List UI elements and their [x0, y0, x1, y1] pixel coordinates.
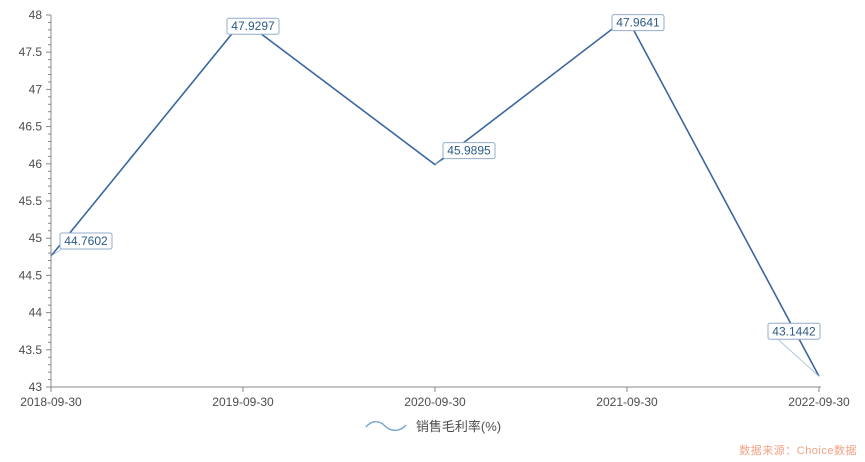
- y-axis-tick-label: 47: [29, 82, 43, 96]
- y-axis-tick-label: 45: [29, 231, 43, 245]
- y-axis-tick-label: 44.5: [19, 268, 43, 282]
- y-axis-tick-label: 46: [29, 157, 43, 171]
- y-axis-tick-label: 44: [29, 306, 43, 320]
- y-axis-tick-label: 45.5: [19, 194, 43, 208]
- point-label-value: 47.9641: [616, 16, 660, 30]
- point-label-leader: [777, 338, 820, 377]
- x-axis-tick-label: 2020-09-30: [404, 395, 466, 409]
- y-axis-tick-label: 43.5: [19, 343, 43, 357]
- y-axis-tick-label: 43: [29, 380, 43, 394]
- x-axis: 2018-09-30 2019-09-30 2020-09-30 2021-09-30…: [20, 386, 850, 409]
- point-labels-group: 44.7602 47.9297 45.9895 47.9641 43.1442: [50, 14, 821, 377]
- x-axis-tick-label: 2021-09-30: [596, 395, 658, 409]
- point-label-box: [611, 14, 665, 32]
- y-axis-tick-label: 48: [29, 8, 43, 22]
- y-axis-tick-label: 47.5: [19, 45, 43, 59]
- point-label-box: [442, 142, 496, 160]
- x-axis-tick-label: 2022-09-30: [788, 395, 850, 409]
- point-label-value: 44.7602: [64, 234, 108, 248]
- point-label-box: [767, 322, 821, 340]
- y-axis-tick-label: 46.5: [19, 120, 43, 134]
- point-label-leader: [50, 248, 63, 257]
- y-axis: 43 43.5 44 44.5 45 45.5 46 46.5 47 47.5 48: [19, 8, 52, 394]
- point-label-value: 45.9895: [447, 144, 491, 158]
- point-label-leader: [434, 158, 446, 165]
- point-label-value: 43.1442: [772, 324, 816, 338]
- series-line: [50, 16, 820, 377]
- legend-line-symbol: [365, 420, 407, 431]
- legend-item[interactable]: 销售毛利率(%): [0, 416, 865, 435]
- x-axis-tick-label: 2019-09-30: [212, 395, 274, 409]
- x-axis-tick-label: 2018-09-30: [20, 395, 82, 409]
- series-line-group: [50, 16, 820, 377]
- point-label-box: [59, 232, 113, 250]
- point-label-value: 47.9297: [231, 19, 275, 33]
- legend-label: 销售毛利率(%): [415, 419, 502, 434]
- point-label-box: [226, 17, 280, 35]
- source-note: 数据来源：Choice数据: [739, 445, 857, 457]
